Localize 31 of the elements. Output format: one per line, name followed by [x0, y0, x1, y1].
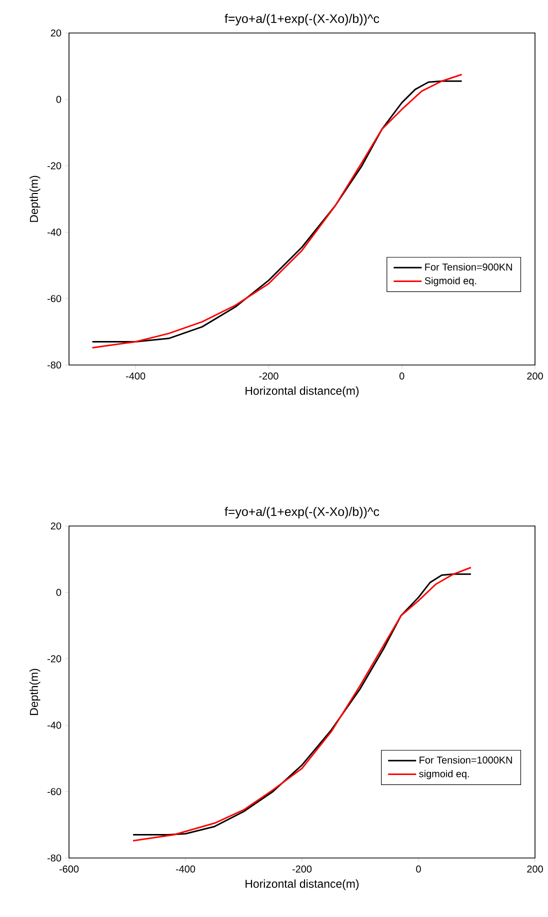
x-axis-title: Horizontal distance(m) [246, 386, 359, 398]
x-tick-label: -600 [59, 866, 79, 873]
x-tick-label: 200 [527, 372, 543, 380]
y-tick-label: 0 [56, 588, 62, 596]
chart-title: f=yo+a/(1+exp(-(X-Xo)/b))^c [224, 14, 380, 26]
y-tick-label: -80 [48, 854, 62, 862]
y-axis-title: Depth(m) [30, 176, 40, 222]
y-tick-label: -80 [48, 361, 62, 369]
legend-label: For Tension=1000KN [420, 756, 512, 764]
y-tick-label: -60 [48, 788, 62, 796]
legend-label: Sigmoid eq. [424, 276, 476, 286]
y-tick-label: -20 [48, 162, 62, 170]
x-tick-label: -400 [176, 866, 196, 873]
x-tick-label: 200 [527, 866, 543, 873]
y-tick-label: 20 [50, 29, 62, 37]
y-tick-label: 0 [56, 96, 62, 103]
y-tick-label: -60 [48, 295, 62, 302]
y-tick-label: -40 [48, 228, 62, 236]
y-tick-label: -20 [48, 655, 62, 662]
legend-label: sigmoid eq. [419, 770, 469, 780]
x-tick-label: -200 [259, 372, 278, 380]
x-tick-label: -400 [126, 372, 146, 380]
y-axis-title: Depth(m) [30, 668, 40, 715]
x-tick-label: 0 [399, 372, 404, 380]
x-tick-label: 0 [416, 866, 421, 873]
legend-label: For Tension=900KN [425, 263, 512, 271]
chart-title: f=yo+a/(1+exp(-(X-Xo)/b))^c [224, 506, 380, 518]
y-tick-label: 20 [50, 522, 62, 530]
x-tick-label: -200 [292, 866, 312, 873]
y-tick-label: -40 [48, 722, 62, 729]
x-axis-title: Horizontal distance(m) [246, 879, 359, 890]
